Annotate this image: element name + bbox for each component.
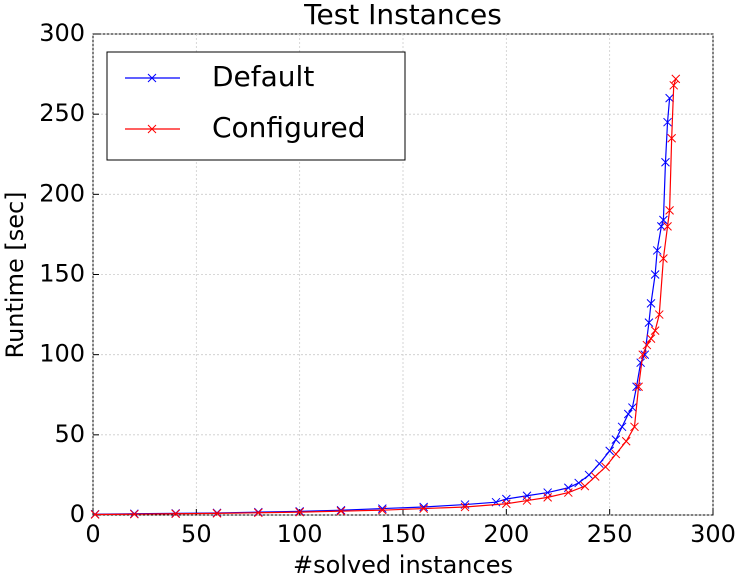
marker bbox=[617, 422, 627, 432]
marker bbox=[630, 422, 639, 432]
y-tick-label: 200 bbox=[39, 179, 85, 207]
legend-label: Default bbox=[212, 60, 314, 93]
marker bbox=[460, 502, 470, 512]
marker bbox=[623, 409, 633, 419]
y-tick-label: 150 bbox=[39, 260, 85, 288]
marker bbox=[667, 133, 677, 143]
x-tick-label: 0 bbox=[85, 520, 100, 548]
marker bbox=[171, 509, 181, 519]
marker bbox=[295, 506, 305, 516]
marker bbox=[671, 74, 681, 84]
marker bbox=[665, 206, 674, 215]
marker bbox=[336, 506, 346, 516]
marker bbox=[611, 435, 621, 444]
marker bbox=[650, 326, 660, 335]
marker bbox=[601, 462, 610, 472]
marker bbox=[634, 382, 643, 392]
x-tick-label: 50 bbox=[181, 520, 212, 548]
marker bbox=[419, 502, 429, 512]
marker bbox=[580, 481, 590, 491]
marker bbox=[642, 340, 652, 350]
marker bbox=[419, 504, 429, 513]
x-tick-label: 250 bbox=[587, 520, 633, 548]
marker bbox=[212, 509, 222, 518]
x-tick-label: 150 bbox=[380, 520, 426, 548]
marker bbox=[656, 222, 666, 231]
marker bbox=[636, 358, 646, 368]
y-tick-label: 0 bbox=[70, 500, 85, 528]
y-axis-label: Runtime [sec] bbox=[1, 191, 29, 358]
legend-box bbox=[106, 51, 406, 161]
x-axis-label: #solved instances bbox=[293, 551, 513, 579]
legend-marker bbox=[147, 124, 157, 134]
marker bbox=[129, 509, 139, 519]
marker bbox=[646, 334, 656, 343]
marker bbox=[605, 446, 615, 456]
x-tick-label: 200 bbox=[483, 520, 529, 548]
marker bbox=[638, 350, 648, 360]
marker bbox=[336, 505, 346, 515]
y-tick-label: 100 bbox=[39, 340, 85, 368]
marker bbox=[563, 483, 573, 493]
marker bbox=[663, 117, 672, 127]
marker bbox=[665, 93, 674, 103]
x-tick-label: 100 bbox=[277, 520, 323, 548]
marker bbox=[90, 510, 100, 519]
marker bbox=[584, 470, 594, 480]
marker bbox=[663, 222, 672, 231]
chart-title: Test Instances bbox=[303, 0, 502, 31]
marker bbox=[652, 246, 662, 255]
marker bbox=[253, 508, 263, 518]
marker bbox=[574, 478, 584, 488]
marker bbox=[621, 436, 631, 446]
y-tick-label: 250 bbox=[39, 99, 85, 127]
marker bbox=[377, 504, 387, 513]
legend-label: Configured bbox=[212, 111, 365, 144]
legend-marker bbox=[147, 73, 157, 83]
marker bbox=[669, 80, 679, 90]
marker bbox=[543, 493, 553, 502]
marker bbox=[659, 215, 668, 225]
marker bbox=[590, 472, 600, 481]
y-tick-label: 300 bbox=[39, 19, 85, 47]
y-tick-label: 50 bbox=[54, 420, 85, 448]
marker bbox=[628, 403, 637, 412]
marker bbox=[661, 157, 670, 167]
marker bbox=[522, 496, 532, 505]
series-line bbox=[95, 98, 671, 515]
x-tick-label: 300 bbox=[690, 520, 736, 548]
marker bbox=[501, 499, 511, 509]
marker bbox=[295, 507, 305, 517]
marker bbox=[659, 254, 668, 263]
marker bbox=[654, 310, 664, 319]
marker bbox=[650, 270, 660, 279]
marker bbox=[563, 488, 573, 497]
marker bbox=[646, 299, 656, 308]
marker bbox=[644, 318, 654, 327]
series-line bbox=[95, 78, 677, 516]
marker bbox=[611, 449, 621, 459]
marker bbox=[594, 459, 604, 469]
marker bbox=[377, 505, 387, 515]
